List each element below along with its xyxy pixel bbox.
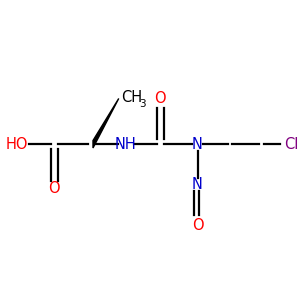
- Polygon shape: [93, 98, 119, 148]
- Text: O: O: [154, 91, 166, 106]
- Text: 3: 3: [139, 99, 146, 109]
- Text: N: N: [191, 177, 203, 192]
- Text: O: O: [193, 218, 204, 232]
- Text: Cl: Cl: [284, 137, 298, 152]
- Text: NH: NH: [115, 137, 137, 152]
- Text: O: O: [49, 181, 60, 196]
- Text: HO: HO: [6, 137, 28, 152]
- Text: N: N: [192, 137, 203, 152]
- Text: CH: CH: [121, 89, 142, 104]
